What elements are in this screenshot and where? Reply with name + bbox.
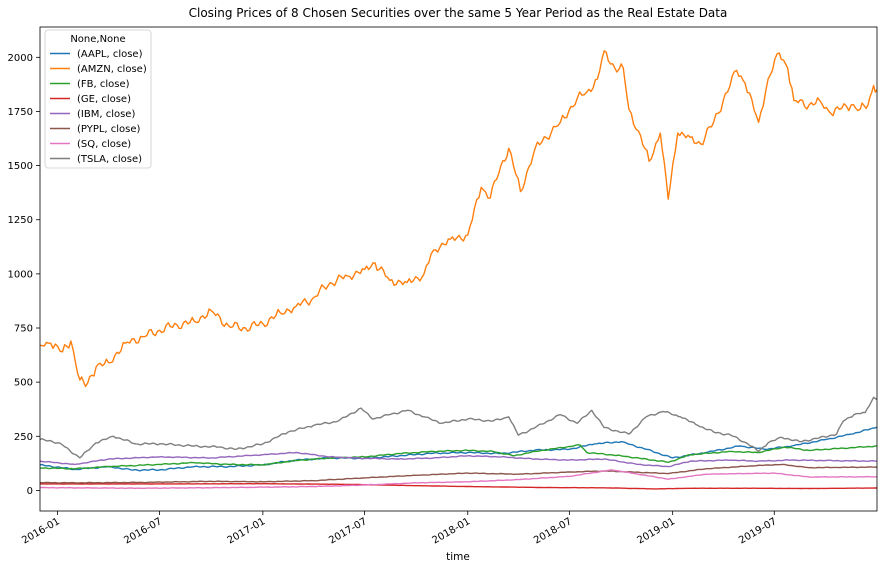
y-tick-label: 750: [14, 324, 33, 335]
legend-entry: (PYPL, close): [77, 124, 141, 135]
series-layer: [39, 50, 878, 490]
x-tick-label: 2018-07: [532, 516, 574, 546]
y-tick-label: 2000: [8, 53, 33, 64]
legend-entry: (FB, close): [77, 79, 130, 90]
y-tick-label: 1750: [8, 107, 33, 118]
plot-background: [40, 27, 877, 511]
x-axis: 2016-01 2016-07 2017-01 2017-07 2018-01 2018-…: [20, 511, 779, 546]
x-tick-label: 2019-01: [635, 516, 677, 546]
series-line-ibmclose: [39, 451, 878, 468]
plot-area: [39, 26, 878, 512]
legend-box: [44, 29, 152, 169]
series-line-amznclose: [39, 50, 878, 388]
series-line-aaplclose: [39, 426, 878, 472]
x-tick-label: 2018-01: [431, 516, 473, 546]
legend-title: None,None: [70, 34, 125, 45]
x-tick-label: 2016-07: [122, 516, 164, 546]
legend-entry: (AAPL, close): [77, 49, 143, 60]
legend-entry: (GE, close): [77, 94, 131, 105]
y-tick-label: 250: [14, 432, 33, 443]
y-tick-label: 1250: [8, 215, 33, 226]
y-tick-label: 0: [27, 486, 33, 497]
series-line-pyplclose: [39, 463, 878, 484]
legend-entry: (SQ, close): [77, 139, 131, 150]
legend: None,None (AAPL, close) (AMZN, close) (FB, …: [44, 29, 152, 169]
y-axis: 0 250 500 750 1000 1250 1500 1750 2000: [8, 53, 40, 497]
series-line-sqclose: [39, 469, 877, 489]
series-line-fbclose: [39, 444, 878, 470]
legend-entry: (IBM, close): [77, 109, 135, 120]
legend-entry: (AMZN, close): [77, 64, 147, 75]
plot-frame: [39, 26, 878, 512]
y-tick-label: 1500: [8, 161, 33, 172]
x-tick-label: 2017-07: [327, 516, 369, 546]
series-line-tslaclose: [39, 396, 878, 459]
x-axis-title: time: [446, 551, 470, 563]
x-tick-label: 2017-01: [226, 516, 268, 546]
x-tick-label: 2016-01: [20, 516, 62, 546]
x-tick-label: 2019-07: [737, 516, 779, 546]
y-tick-label: 500: [14, 378, 33, 389]
series-line-geclose: [40, 483, 877, 490]
legend-entry: (TSLA, close): [77, 154, 142, 165]
y-tick-label: 1000: [8, 269, 33, 280]
chart-title: Closing Prices of 8 Chosen Securities ov…: [189, 6, 728, 20]
